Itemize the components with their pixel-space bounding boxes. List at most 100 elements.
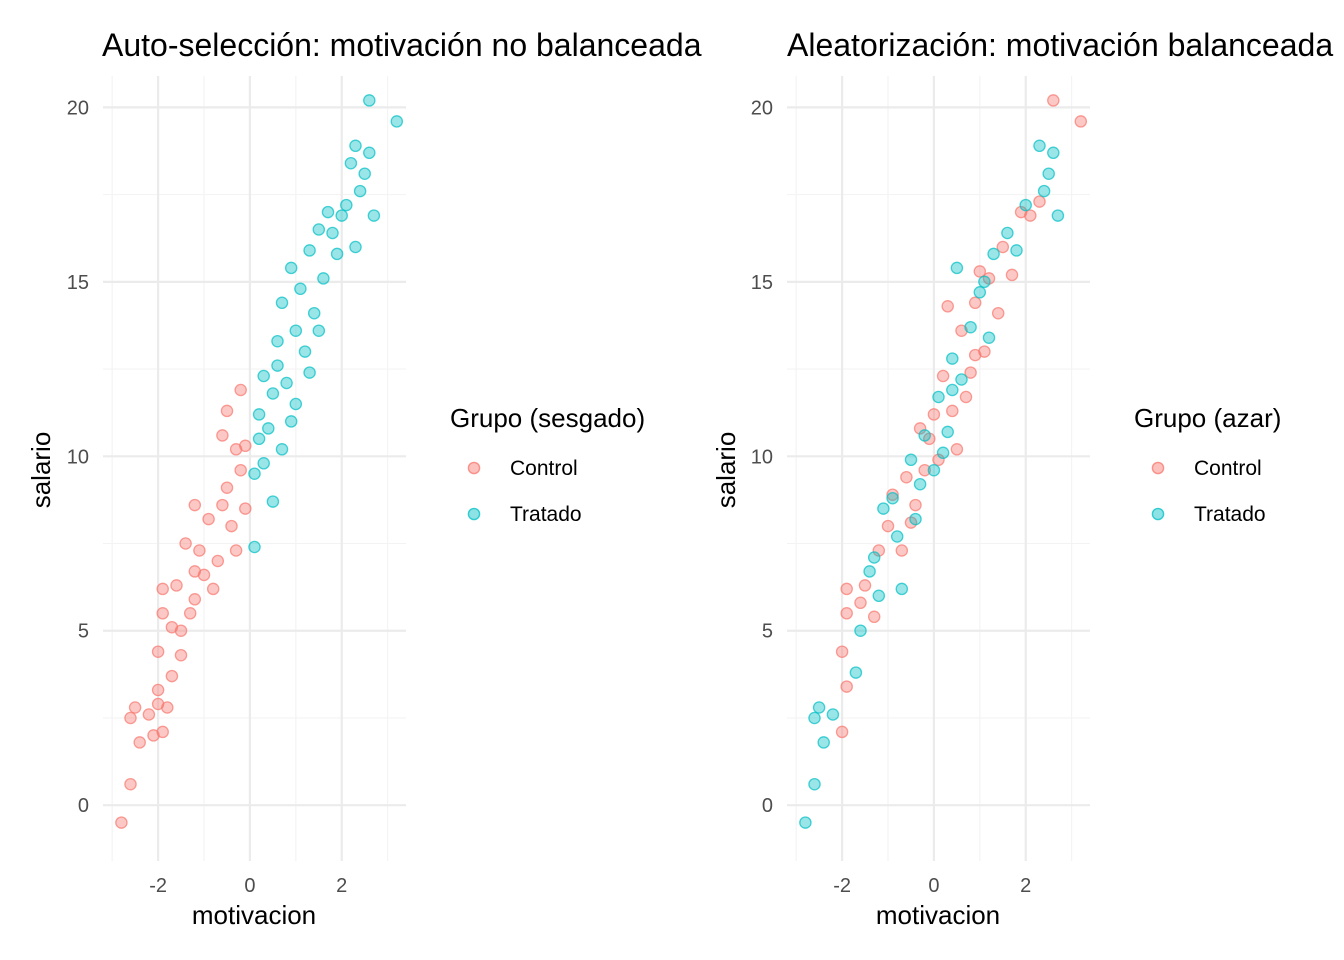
right-panel-x-tick-label: -2 [833,875,851,897]
right-panel-point-tratado [913,477,927,491]
left-panel-x-tick-label: 2 [336,875,347,897]
left-panel-point-tratado [257,457,270,470]
left-panel-legend-label-tratado: Tratado [510,503,582,526]
right-panel-point-control [913,422,927,435]
right-panel-point-tratado [1037,184,1051,198]
left-panel-legend-label-control: Control [510,457,578,480]
right-panel-point-control [964,366,977,379]
right-panel-point-control [927,408,941,421]
left-panel-point-tratado [271,334,284,348]
right-panel-point-control [886,488,899,501]
right-panel-legend-label-tratado: Tratado [1194,503,1266,526]
right-panel-point-control [973,265,987,278]
right-panel-y-tick-label: 10 [751,446,773,468]
left-panel-y-tick-label: 0 [78,795,89,817]
left-panel-point-control [151,683,165,697]
left-panel-point-control [151,645,165,658]
right-panel-x-tick-label: 2 [1020,875,1031,897]
left-panel-point-tratado [294,282,307,296]
right-panel-point-tratado [964,320,977,334]
right-panel-point-tratado [1033,139,1046,153]
left-panel-point-tratado [248,540,261,554]
right-panel-point-control [1005,268,1019,282]
right-panel-point-tratado [895,582,909,596]
left-panel-point-control [161,701,174,714]
left-panel-point-control [156,725,169,739]
right-panel-point-tratado [812,701,826,714]
right-panel-y-tick-label: 20 [751,97,773,119]
left-panel-point-control [229,544,243,557]
left-panel-point-control [156,582,169,596]
right-panel-points [799,94,1088,829]
right-panel-point-tratado [1051,209,1065,222]
right-panel-point-control [955,324,968,337]
left-panel-points [115,94,404,829]
right-panel-point-control [867,610,881,624]
right-panel-point-tratado [904,453,918,467]
left-panel-point-control [220,481,234,494]
right-panel-point-tratado [890,530,904,543]
left-panel-y-tick-label: 10 [67,446,89,468]
right-panel-point-control [959,390,973,404]
left-panel-point-control [174,648,188,662]
left-panel-point-control [216,429,229,442]
right-panel-point-control [881,519,895,533]
left-panel-point-tratado [349,139,362,153]
right-panel-legend-label-control: Control [1194,457,1262,480]
right-panel-point-control [1024,209,1037,222]
left-panel-point-tratado [353,184,367,198]
left-panel-x-tick-label: -2 [149,875,167,897]
left-panel-point-tratado [262,422,275,435]
left-panel-point-tratado [271,359,284,372]
left-panel-point-control [128,701,142,714]
left-panel-title: Auto-selección: motivación no balanceada [102,27,702,63]
left-panel-point-tratado [326,226,339,240]
right-panel-point-control [918,463,931,477]
left-panel-point-control [156,607,169,620]
right-panel-point-tratado [927,463,941,477]
left-panel-y-axis-label: salario [26,432,56,509]
left-panel-point-control [165,669,179,683]
right-panel-point-tratado [1047,146,1060,160]
right-panel-point-tratado [799,816,812,829]
right-panel-point-control [950,443,964,456]
left-panel-point-control [133,736,146,749]
left-panel-point-control [211,554,225,568]
left-panel-point-tratado [257,369,270,383]
left-panel-point-control [193,544,206,557]
right-panel-point-control [941,300,954,313]
right-panel-legend-key-control [1151,461,1165,475]
right-panel-legend-title: Grupo (azar) [1134,403,1281,433]
right-panel-x-tick-label: 0 [928,875,939,897]
left-panel-point-tratado [312,223,326,236]
right-panel-point-tratado [854,624,867,637]
right-panel-point-tratado [808,711,821,725]
left-panel-y-tick-label: 5 [78,621,89,643]
right-panel-point-control [991,306,1005,320]
right-panel-point-control [835,645,849,658]
left-panel-point-tratado [298,345,312,358]
right-panel-point-tratado [867,551,881,564]
left-panel-point-tratado [363,94,376,107]
right-panel-point-tratado [941,425,954,439]
left-panel-point-tratado [266,387,280,400]
left-panel-point-tratado [266,495,280,508]
right-panel-point-tratado [987,247,1000,261]
left-panel-point-tratado [248,467,261,480]
left-panel-point-tratado [358,167,371,180]
right-panel-point-tratado [955,373,968,386]
right-panel-point-control [840,582,853,596]
right-panel-point-control [936,369,950,383]
left-panel-point-tratado [344,156,358,170]
right-panel-point-control [968,348,982,362]
left-panel-point-control [188,498,202,512]
left-panel-point-tratado [367,209,381,222]
left-panel-point-control [202,512,215,526]
left-panel-point-tratado [303,244,316,257]
left-panel-y-tick-label: 20 [67,97,89,119]
right-panel-point-tratado [918,429,931,442]
right-panel-point-control [909,498,922,512]
